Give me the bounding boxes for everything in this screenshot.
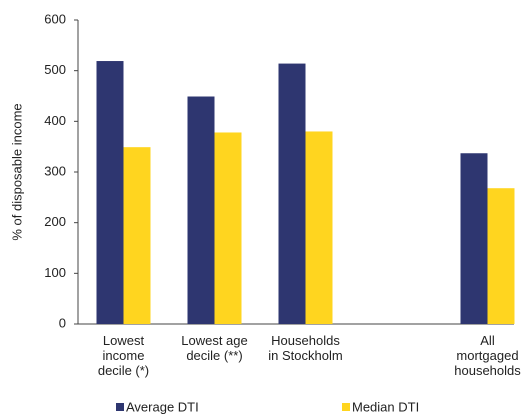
y-tick-label: 0 bbox=[59, 315, 66, 330]
bar bbox=[187, 96, 215, 324]
y-tick-label: 300 bbox=[44, 163, 66, 178]
legend-swatch bbox=[342, 403, 350, 411]
x-tick-label: All mortgaged households bbox=[454, 333, 521, 378]
bar bbox=[487, 188, 515, 324]
y-tick-label: 400 bbox=[44, 113, 66, 128]
y-tick-label: 500 bbox=[44, 62, 66, 77]
bar bbox=[278, 63, 306, 324]
x-tick-label: Lowest income decile (*) bbox=[98, 333, 149, 378]
bar bbox=[305, 131, 333, 324]
y-tick-label: 600 bbox=[44, 11, 66, 26]
x-tick-label: Households in Stockholm bbox=[268, 333, 342, 363]
bar bbox=[460, 153, 488, 324]
y-tick-label: 200 bbox=[44, 214, 66, 229]
x-tick-label: Lowest age decile (**) bbox=[181, 333, 248, 363]
legend-label: Average DTI bbox=[126, 399, 199, 414]
bar bbox=[214, 132, 242, 324]
legend-label: Median DTI bbox=[352, 399, 419, 414]
bar bbox=[123, 147, 151, 324]
y-tick-label: 100 bbox=[44, 265, 66, 280]
y-axis-label: % of disposable income bbox=[9, 103, 24, 240]
bar bbox=[96, 61, 124, 324]
legend-swatch bbox=[116, 403, 124, 411]
